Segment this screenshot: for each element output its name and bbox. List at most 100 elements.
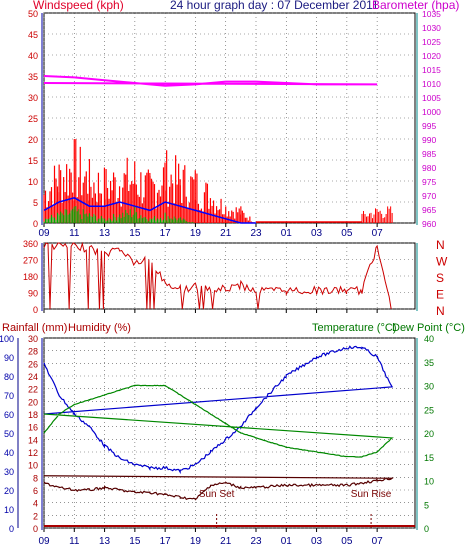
humidity-tick-label: 10 [28,461,38,471]
xlabel-bottom: 03 [311,536,323,547]
wind-axis-title: Windspeed (kph) [33,0,124,12]
humidity-tick-label: 18 [28,410,38,420]
baro-tick-label: 970 [422,191,436,201]
chart-title: 24 hour graph day : 07 December 2011 [170,0,379,12]
humidity-axis-title: Humidity (%) [68,322,131,334]
baro-tick-label: 1005 [422,93,441,103]
xlabel-bottom: 23 [250,536,262,547]
humidity-tick-label: 22 [28,385,38,395]
temperature-tick-label: 25 [424,405,434,415]
xlabel-bottom: 17 [160,536,172,547]
series-wind-blue [43,196,256,224]
humidity-tick-label: 8 [33,473,38,483]
xlabel-top: 21 [220,228,232,239]
temperature-tick-label: 35 [424,358,434,368]
temperature-tick-label: 0 [424,524,429,534]
rain-tick-label: 40 [4,448,14,458]
xlabel-top: 03 [311,228,323,239]
temperature-tick-label: 40 [424,334,434,344]
series-temperature [43,384,394,458]
baro-tick-label: 1010 [422,79,441,89]
baro-tick-label: 1030 [422,23,441,33]
humidity-tick-label: 28 [28,347,38,357]
temperature-tick-label: 10 [424,477,434,487]
compass-label: N [436,238,445,252]
baro-tick-label: 980 [422,163,436,173]
xlabel-top: 07 [372,228,384,239]
humidity-tick-label: 14 [28,435,38,445]
compass-label: W [436,255,448,269]
humidity-tick-label: 26 [28,359,38,369]
dir-tick-label: 90 [28,289,38,299]
xlabel-top: 05 [341,228,353,239]
xlabel-bottom: 01 [281,536,293,547]
wind-tick-label: 25 [28,114,38,124]
series-windspeed [43,139,257,223]
wind-tick-label: 10 [28,177,38,187]
panel-wind [43,12,416,224]
temperature-tick-label: 30 [424,382,434,392]
series-barometer [43,75,378,87]
rain-tick-label: 70 [4,391,14,401]
xlabel-bottom: 19 [190,536,202,547]
wind-tick-label: 40 [28,51,38,61]
baro-tick-label: 965 [422,205,436,215]
wind-tick-label: 0 [33,219,38,229]
rain-tick-label: 90 [4,353,14,363]
xlabel-top: 01 [281,228,293,239]
series-windspeed-morning [361,206,393,223]
rain-tick-label: 100 [0,334,14,344]
dir-tick-label: 270 [23,256,38,266]
wind-tick-label: 35 [28,72,38,82]
baro-tick-label: 1025 [422,37,441,47]
baro-tick-label: 1035 [422,9,441,19]
wind-tick-label: 20 [28,135,38,145]
wind-tick-label: 30 [28,93,38,103]
dir-tick-label: 0 [33,305,38,315]
temperature-tick-label: 5 [424,500,429,510]
baro-tick-label: 960 [422,219,436,229]
humidity-tick-label: 6 [33,486,38,496]
wind-tick-label: 50 [28,9,38,19]
baro-tick-label: 990 [422,135,436,145]
xlabel-bottom: 21 [220,536,232,547]
rain-tick-label: 20 [4,486,14,496]
rain-axis-title: Rainfall (mm) [2,322,67,334]
humidity-tick-label: 24 [28,372,38,382]
compass-label: E [436,288,444,302]
xlabel-bottom: 11 [69,536,80,547]
compass-label: S [436,271,444,285]
series-wind-direction [43,241,392,310]
sun-rise-label: Sun Rise [351,489,392,500]
dir-tick-label: 360 [23,239,38,249]
humidity-tick-label: 0 [33,524,38,534]
series-dewpoint [43,475,395,501]
rain-tick-label: 50 [4,429,14,439]
xlabel-top: 15 [129,228,141,239]
baro-tick-label: 1020 [422,51,441,61]
humidity-tick-label: 12 [28,448,38,458]
rain-tick-label: 30 [4,467,14,477]
dewpoint-axis-title: Dew Point (°C) [392,322,465,334]
wind-tick-label: 15 [28,156,38,166]
baro-tick-label: 985 [422,149,436,159]
xlabel-top: 19 [190,228,202,239]
series-wind-green [43,206,196,223]
humidity-tick-label: 20 [28,397,38,407]
series-humidity [43,345,394,475]
baro-tick-label: 1000 [422,107,441,117]
wind-tick-label: 5 [33,198,38,208]
rain-tick-label: 0 [9,524,14,534]
xlabel-top: 17 [160,228,172,239]
wind-direction-line [43,241,392,310]
dir-tick-label: 180 [23,272,38,282]
baro-tick-label: 1015 [422,65,441,75]
humidity-tick-label: 30 [28,334,38,344]
xlabel-top: 09 [38,228,50,239]
xlabel-bottom: 15 [129,536,141,547]
wind-tick-label: 45 [28,30,38,40]
xlabel-bottom: 07 [372,536,384,547]
baro-tick-label: 995 [422,121,436,131]
temperature-tick-label: 20 [424,429,434,439]
